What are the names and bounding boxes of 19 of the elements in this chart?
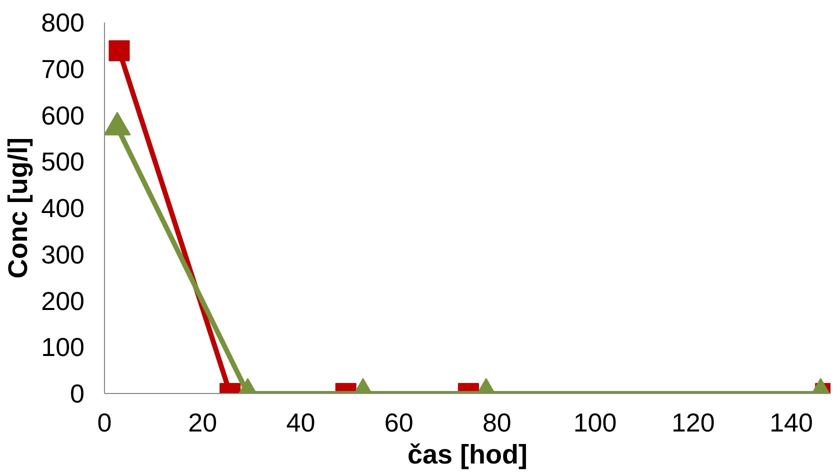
x-tick-label: 100 (573, 408, 617, 438)
y-tick-label: 100 (41, 332, 85, 362)
y-tick-label: 800 (41, 8, 85, 38)
x-tick-label: 60 (384, 408, 414, 438)
y-axis-title: Conc [ug/l] (3, 138, 34, 278)
y-tick-label: 200 (41, 286, 85, 316)
y-tick-label: 500 (41, 146, 85, 177)
y-tick-label: 300 (41, 239, 85, 270)
x-tick-label: 0 (97, 408, 112, 438)
y-tick-label: 600 (41, 100, 85, 130)
y-tick-label: 700 (41, 54, 85, 84)
x-axis-title: čas [hod] (407, 440, 528, 470)
x-tick-label: 80 (482, 408, 512, 438)
y-tick-label: 400 (41, 193, 85, 223)
y-tick-label: 0 (70, 378, 85, 408)
x-tick-label: 120 (671, 408, 715, 438)
x-tick-label: 20 (188, 408, 218, 438)
x-tick-label: 40 (286, 408, 316, 438)
x-tick-label: 140 (770, 408, 813, 438)
